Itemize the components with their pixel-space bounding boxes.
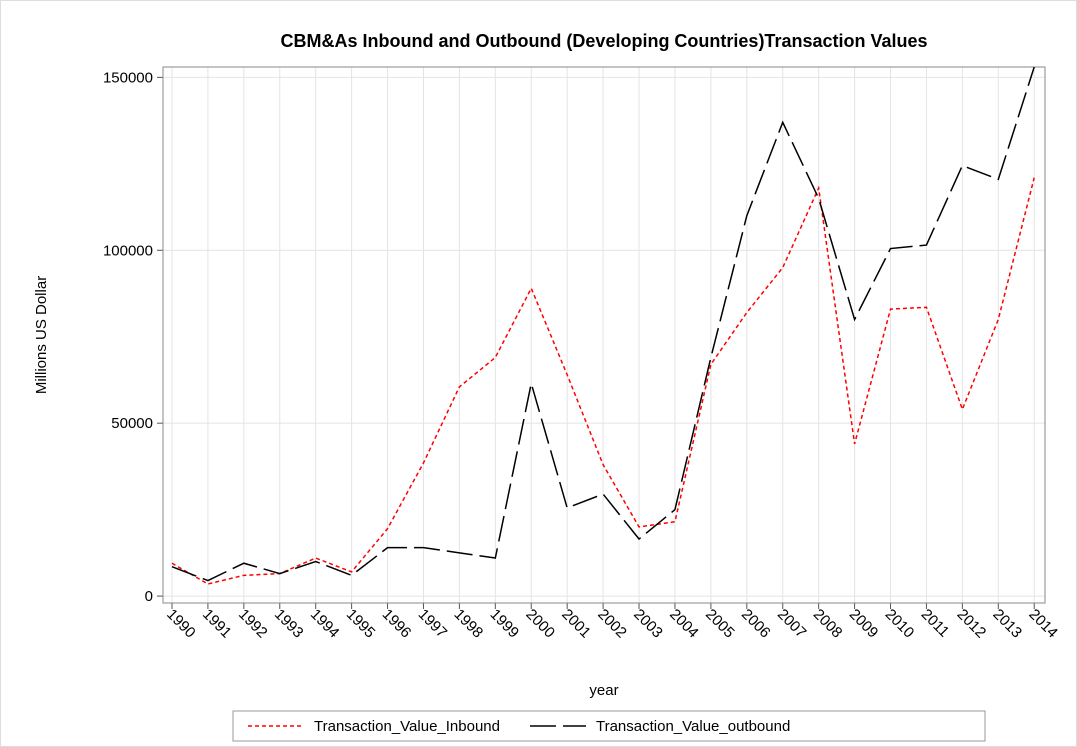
legend-label: Transaction_Value_outbound xyxy=(596,718,790,735)
y-tick-label: 0 xyxy=(145,588,153,605)
y-tick-label: 150000 xyxy=(103,69,153,86)
line-series xyxy=(171,177,1035,585)
legend-box xyxy=(232,710,986,742)
line-series xyxy=(171,66,1035,582)
plot-frame xyxy=(162,66,1046,604)
chart-title: CBM&As Inbound and Outbound (Developing … xyxy=(280,31,927,51)
x-axis-label: year xyxy=(589,682,618,699)
y-tick-label: 100000 xyxy=(103,242,153,259)
legend-label: Transaction_Value_Inbound xyxy=(314,718,500,735)
legend: Transaction_Value_Inbound Transaction_Val… xyxy=(232,710,986,742)
y-tick-label: 50000 xyxy=(111,415,153,432)
y-axis-label: Millions US Dollar xyxy=(33,276,50,394)
